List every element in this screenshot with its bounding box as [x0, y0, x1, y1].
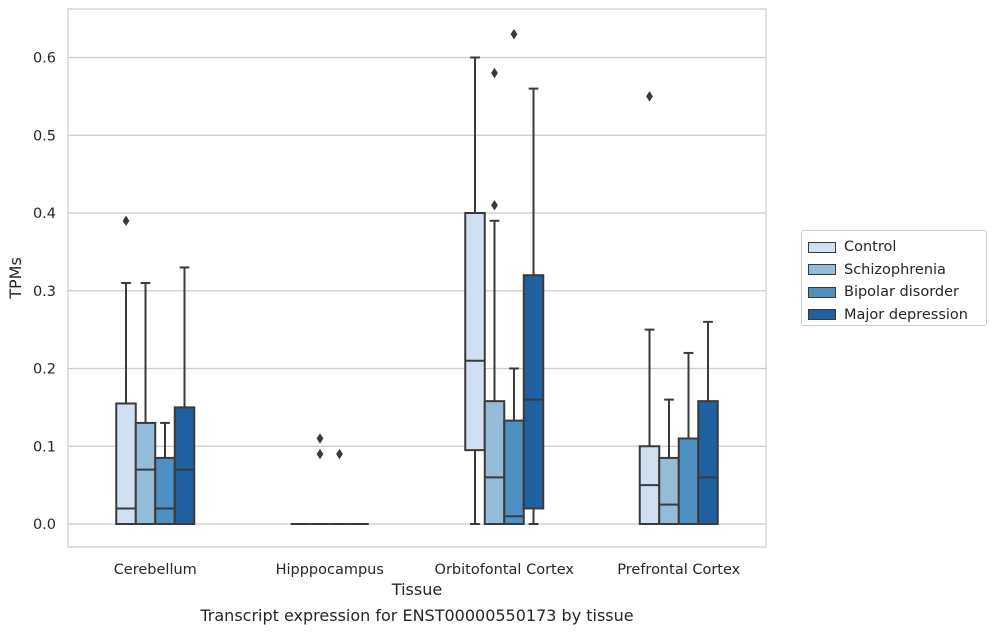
box-iqr [658, 456, 680, 526]
y-tick-label: 0.5 [33, 128, 56, 144]
legend-item: Bipolar disorder [808, 281, 986, 304]
legend-label: Major depression [844, 306, 968, 323]
x-tick-label: Orbitofontal Cortex [435, 562, 575, 578]
legend-label: Schizophrenia [844, 261, 946, 278]
box-major-depression [522, 87, 545, 525]
box-iqr [464, 212, 486, 452]
box-iqr [697, 400, 719, 525]
box-bipolar-disorder [503, 28, 525, 525]
box-iqr [115, 402, 137, 525]
box-bipolar-disorder [677, 351, 700, 526]
outlier-point [316, 433, 324, 444]
box-bipolar-disorder [329, 448, 350, 525]
y-tick-label: 0.4 [33, 206, 56, 222]
box-iqr [503, 419, 525, 525]
box-control [638, 91, 661, 525]
box-control [115, 215, 137, 525]
plot-frame [67, 8, 767, 548]
box-major-depression [697, 320, 719, 525]
box-schizophrenia [658, 398, 680, 526]
legend-swatch [808, 286, 836, 298]
legend-label: Bipolar disorder [844, 284, 959, 301]
x-tick-label: Cerebellum [114, 562, 197, 578]
y-tick-label: 0.2 [33, 362, 56, 378]
outlier-point [510, 28, 518, 40]
chart-legend: Control Schizophrenia Bipolar disorder Majo… [801, 230, 987, 326]
box-iqr [522, 274, 545, 510]
box-schizophrenia [310, 433, 330, 525]
x-axis-ticks: Cerebellum Hipppocampus Orbitofontal Corte… [114, 562, 741, 578]
y-tick-label: 0.0 [33, 517, 56, 533]
x-tick-label: Prefrontal Cortex [617, 562, 740, 578]
box-bipolar-disorder [154, 421, 176, 526]
box-iqr [483, 400, 506, 525]
box-control [464, 56, 486, 525]
x-tick-label: Hipppocampus [276, 562, 384, 578]
box-iqr [154, 456, 176, 526]
outlier-point [491, 67, 498, 79]
box-iqr [677, 437, 700, 526]
outlier-point [491, 200, 498, 211]
y-tick-label: 0.1 [33, 439, 56, 455]
legend-swatch [808, 309, 836, 321]
legend-item: Schizophrenia [808, 259, 986, 282]
legend-label: Control [844, 239, 897, 256]
outlier-point [316, 448, 324, 460]
y-tick-label: 0.3 [33, 284, 56, 300]
legend-item: Major depression [808, 304, 986, 327]
y-tick-label: 0.6 [33, 51, 56, 67]
y-axis-ticks: 0.0 0.1 0.2 0.3 0.4 0.5 0.6 [33, 51, 56, 534]
y-axis-label: TPMs [6, 257, 25, 300]
legend-swatch [808, 264, 836, 276]
legend-item: Control [808, 236, 986, 259]
box-schizophrenia [483, 67, 506, 525]
outlier-point [336, 448, 343, 460]
grid-lines [68, 56, 766, 525]
box-major-depression [173, 266, 196, 525]
box-plot-series [115, 28, 719, 526]
x-axis-label: Tissue [391, 580, 442, 599]
box-iqr [173, 406, 196, 525]
box-iqr [134, 421, 157, 525]
legend-swatch [808, 241, 836, 253]
outlier-point [122, 215, 130, 226]
outlier-point [646, 91, 653, 102]
box-schizophrenia [134, 281, 157, 525]
chart-caption: Transcript expression for ENST0000055017… [200, 606, 634, 625]
